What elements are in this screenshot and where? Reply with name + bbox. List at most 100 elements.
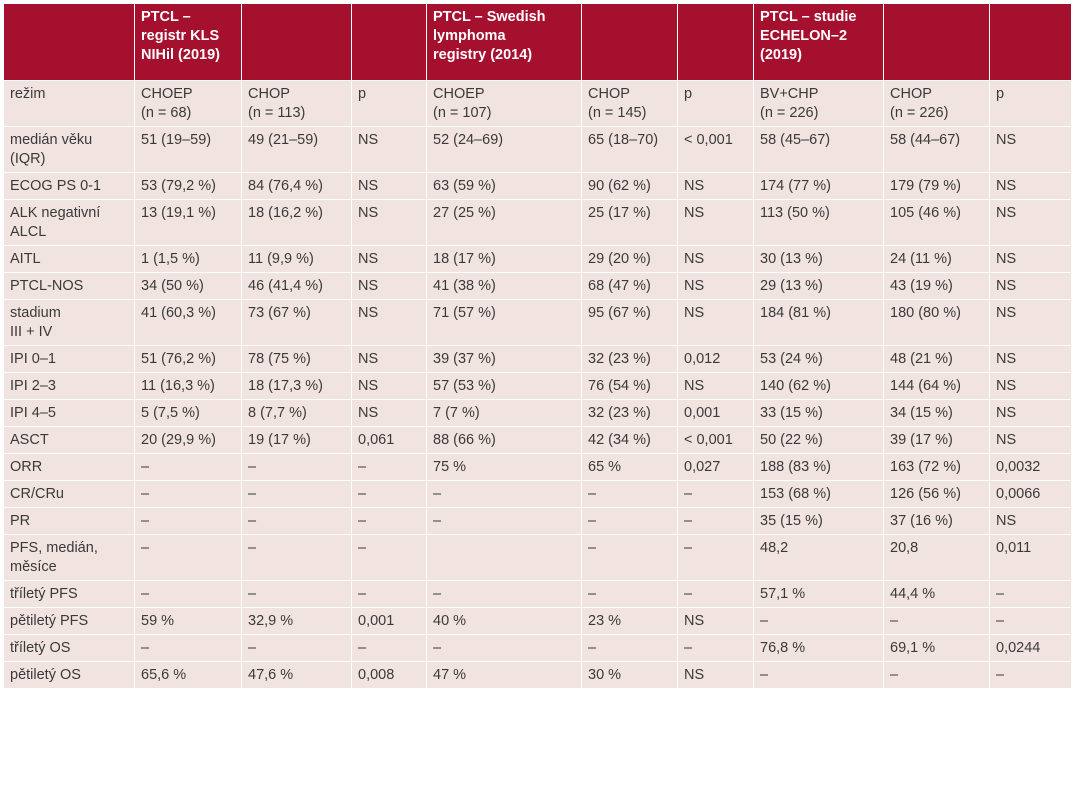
- table-cell: –: [426, 580, 582, 608]
- table-cell: 51 (76,2 %): [134, 345, 242, 373]
- row-label-cell: ECOG PS 0-1: [3, 172, 135, 200]
- table-cell: 73 (67 %): [241, 299, 352, 346]
- table-cell: 30 (13 %): [753, 245, 884, 273]
- table-cell: –: [753, 661, 884, 689]
- table-cell: NS: [351, 399, 427, 427]
- table-cell: 63 (59 %): [426, 172, 582, 200]
- table-cell: –: [677, 534, 754, 581]
- header-cell: PTCL – Swedish lymphoma registry (2014): [426, 3, 582, 81]
- table-cell: –: [351, 507, 427, 535]
- header-row: PTCL – registr KLS NIHil (2019) PTCL – Swed…: [3, 3, 1072, 81]
- table-cell: 144 (64 %): [883, 372, 990, 400]
- table-cell: < 0,001: [677, 426, 754, 454]
- table-cell: 153 (68 %): [753, 480, 884, 508]
- table-cell: –: [351, 534, 427, 581]
- table-cell: 37 (16 %): [883, 507, 990, 535]
- table-cell: NS: [351, 345, 427, 373]
- table-cell: 32 (23 %): [581, 399, 678, 427]
- table-cell: 32,9 %: [241, 607, 352, 635]
- table-cell: –: [426, 507, 582, 535]
- table-cell: 18 (16,2 %): [241, 199, 352, 246]
- table-cell: 11 (9,9 %): [241, 245, 352, 273]
- table-row: režim CHOEP (n = 68) CHOP (n = 113) p CHOEP (n…: [3, 80, 1072, 127]
- table-cell: 57,1 %: [753, 580, 884, 608]
- table-cell: –: [241, 480, 352, 508]
- table-cell: NS: [677, 661, 754, 689]
- table-cell: 19 (17 %): [241, 426, 352, 454]
- table-cell: –: [134, 580, 242, 608]
- row-label-cell: AITL: [3, 245, 135, 273]
- table-cell: 52 (24–69): [426, 126, 582, 173]
- table-cell: 0,061: [351, 426, 427, 454]
- table-header: PTCL – registr KLS NIHil (2019) PTCL – Swed…: [3, 3, 1072, 81]
- header-cell: [241, 3, 352, 81]
- table-row: AITL 1 (1,5 %) 11 (9,9 %) NS 18 (17 %) 29 (20…: [3, 245, 1072, 273]
- table-cell: 47,6 %: [241, 661, 352, 689]
- table-cell: 23 %: [581, 607, 678, 635]
- table-cell: –: [677, 634, 754, 662]
- table-cell: –: [134, 634, 242, 662]
- table-cell: 35 (15 %): [753, 507, 884, 535]
- table-row: stadium III + IV 41 (60,3 %) 73 (67 %) NS 71 …: [3, 299, 1072, 346]
- table-cell: –: [581, 480, 678, 508]
- table-cell: NS: [677, 607, 754, 635]
- table-cell: –: [581, 580, 678, 608]
- table-row: ORR – – –75 % 65 % 0,027 188 (83 %) 163 (72 %) 0…: [3, 453, 1072, 481]
- table-cell: –: [753, 607, 884, 635]
- table-cell: 76,8 %: [753, 634, 884, 662]
- table-cell: NS: [989, 345, 1072, 373]
- table-cell: 58 (44–67): [883, 126, 990, 173]
- table-cell: –: [134, 534, 242, 581]
- table-cell: NS: [989, 199, 1072, 246]
- table-cell: 11 (16,3 %): [134, 372, 242, 400]
- table-cell: 90 (62 %): [581, 172, 678, 200]
- table-cell: 53 (24 %): [753, 345, 884, 373]
- table-cell: –: [134, 480, 242, 508]
- table-row: PTCL-NOS 34 (50 %) 46 (41,4 %) NS 41 (38 %) 6…: [3, 272, 1072, 300]
- table-cell: 50 (22 %): [753, 426, 884, 454]
- table-cell: 29 (20 %): [581, 245, 678, 273]
- table-cell: –: [989, 580, 1072, 608]
- table-row: pětiletý PFS 59 % 32,9 % 0,001 40 % 23 % NS – – –: [3, 607, 1072, 635]
- table-cell: NS: [351, 172, 427, 200]
- header-cell: [581, 3, 678, 81]
- table-cell: NS: [989, 426, 1072, 454]
- table-row: IPI 2–3 11 (16,3 %) 18 (17,3 %) NS 57 (53 %)…: [3, 372, 1072, 400]
- table-cell: 76 (54 %): [581, 372, 678, 400]
- table-cell: CHOP (n = 113): [241, 80, 352, 127]
- row-label-cell: PTCL-NOS: [3, 272, 135, 300]
- row-label-cell: tříletý OS: [3, 634, 135, 662]
- table-row: tříletý PFS – – – – – –57,1 % 44,4 % –: [3, 580, 1072, 608]
- table-cell: 0,001: [677, 399, 754, 427]
- table-cell: NS: [989, 507, 1072, 535]
- table-cell: NS: [677, 299, 754, 346]
- table-cell: 33 (15 %): [753, 399, 884, 427]
- table-cell: 105 (46 %): [883, 199, 990, 246]
- table-cell: 41 (38 %): [426, 272, 582, 300]
- table-cell: 30 %: [581, 661, 678, 689]
- header-cell: [3, 3, 135, 81]
- table-cell: 1 (1,5 %): [134, 245, 242, 273]
- table-cell: NS: [677, 172, 754, 200]
- table-cell: –: [426, 480, 582, 508]
- table-cell: –: [351, 453, 427, 481]
- table-container: PTCL – registr KLS NIHil (2019) PTCL – Swed…: [3, 3, 1072, 689]
- table-cell: 53 (79,2 %): [134, 172, 242, 200]
- table-cell: 184 (81 %): [753, 299, 884, 346]
- table-cell: NS: [989, 372, 1072, 400]
- table-cell: –: [883, 607, 990, 635]
- row-label-cell: IPI 0–1: [3, 345, 135, 373]
- table-cell: –: [351, 480, 427, 508]
- row-label-cell: IPI 2–3: [3, 372, 135, 400]
- table-row: CR/CRu – – – – – –153 (68 %) 126 (56 %) 0,0066: [3, 480, 1072, 508]
- table-row: ECOG PS 0-1 53 (79,2 %) 84 (76,4 %) NS 63 (5…: [3, 172, 1072, 200]
- table-cell: –: [989, 661, 1072, 689]
- table-cell: 0,0032: [989, 453, 1072, 481]
- table-cell: CHOEP (n = 107): [426, 80, 582, 127]
- table-cell: 0,008: [351, 661, 427, 689]
- table-cell: p: [351, 80, 427, 127]
- row-label-cell: CR/CRu: [3, 480, 135, 508]
- table-cell: 20,8: [883, 534, 990, 581]
- table-cell: NS: [989, 126, 1072, 173]
- table-cell: 40 %: [426, 607, 582, 635]
